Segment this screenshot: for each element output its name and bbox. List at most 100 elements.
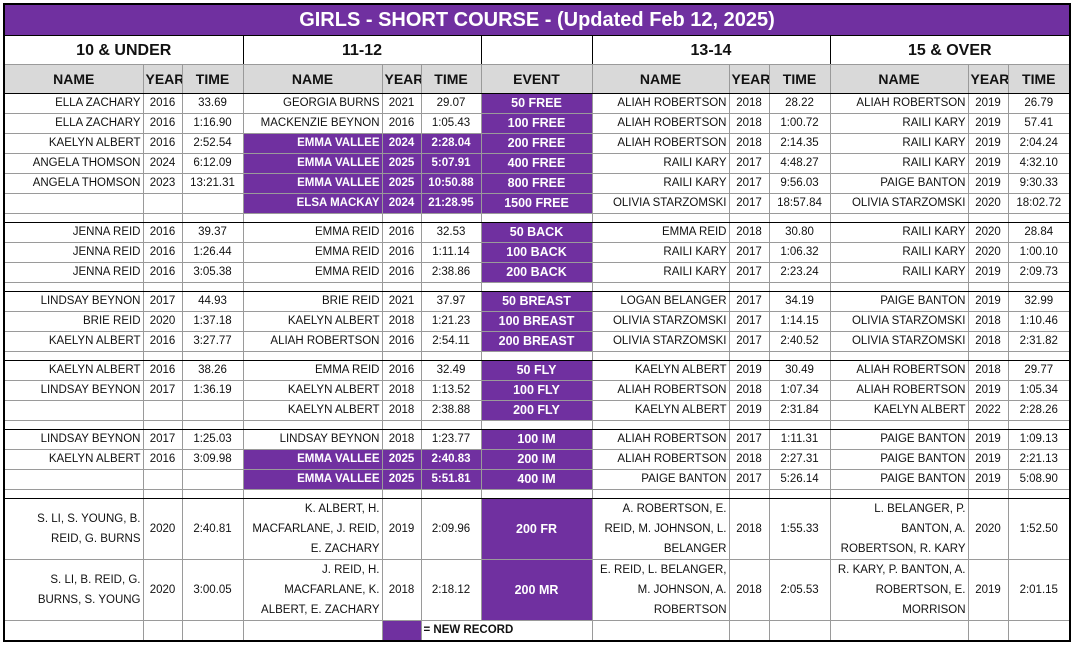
swimmer-name: KAELYN ALBERT bbox=[242, 311, 383, 332]
separator-row bbox=[3, 351, 1071, 361]
event-cell: 1500 FREE bbox=[480, 193, 593, 214]
record-year: 2021 bbox=[381, 93, 422, 114]
record-year: 2016 bbox=[142, 242, 183, 263]
swimmer-name: OLIVIA STARZOMSKI bbox=[829, 331, 969, 352]
record-time: 1:23.77 bbox=[420, 429, 482, 450]
record-time: 9:56.03 bbox=[768, 173, 831, 194]
swimmer-name: J. REID, H. MACFARLANE, K. ALBERT, E. ZA… bbox=[242, 559, 383, 621]
record-year: 2018 bbox=[381, 400, 422, 421]
separator-cell bbox=[829, 351, 969, 361]
record-time: 29.77 bbox=[1007, 360, 1071, 381]
swimmer-name: EMMA REID bbox=[242, 222, 383, 243]
separator-cell bbox=[591, 282, 730, 292]
swimmer-name: RAILI KARY bbox=[829, 113, 969, 134]
swimmer-name: KAELYN ALBERT bbox=[242, 380, 383, 401]
record-year: 2018 bbox=[967, 360, 1009, 381]
record-year: 2019 bbox=[967, 113, 1009, 134]
separator-cell bbox=[829, 420, 969, 430]
separator-cell bbox=[381, 282, 422, 292]
swimmer-name: K. ALBERT, H. MACFARLANE, J. REID, E. ZA… bbox=[242, 498, 383, 560]
record-time: 2:38.88 bbox=[420, 400, 482, 421]
swimmer-name: RAILI KARY bbox=[591, 173, 730, 194]
swimmer-name: KAELYN ALBERT bbox=[3, 449, 144, 470]
record-year: 2016 bbox=[381, 360, 422, 381]
record-time: 5:07.91 bbox=[420, 153, 482, 174]
swimmer-name: LINDSAY BEYNON bbox=[3, 291, 144, 312]
swimmer-name: ALIAH ROBERTSON bbox=[591, 93, 730, 114]
name-header: NAME bbox=[829, 64, 969, 94]
record-year: 2025 bbox=[381, 469, 422, 490]
record-time: 34.19 bbox=[768, 291, 831, 312]
legend-blank bbox=[591, 620, 730, 642]
year-header: YEAR bbox=[728, 64, 770, 94]
swimmer-name: PAIGE BANTON bbox=[829, 291, 969, 312]
swimmer-name: EMMA REID bbox=[242, 360, 383, 381]
separator-cell bbox=[142, 489, 183, 499]
table-row: KAELYN ALBERT 2016 3:27.77 ALIAH ROBERTSON 2… bbox=[3, 331, 1071, 352]
event-cell: 100 IM bbox=[480, 429, 593, 450]
separator-cell bbox=[242, 282, 383, 292]
record-year: 2016 bbox=[142, 449, 183, 470]
record-year: 2020 bbox=[142, 559, 183, 621]
separator-cell bbox=[728, 282, 770, 292]
separator-row bbox=[3, 489, 1071, 499]
event-cell: 100 FREE bbox=[480, 113, 593, 134]
event-cell: 200 FR bbox=[480, 498, 593, 560]
swimmer-name: PAIGE BANTON bbox=[829, 449, 969, 470]
record-time: 5:08.90 bbox=[1007, 469, 1071, 490]
group-event-blank bbox=[480, 35, 593, 65]
swimmer-name: OLIVIA STARZOMSKI bbox=[591, 193, 730, 214]
swimmer-name: MACKENZIE BEYNON bbox=[242, 113, 383, 134]
swimmer-name: EMMA VALLEE bbox=[242, 133, 383, 154]
record-time: 1:36.19 bbox=[181, 380, 244, 401]
swimmer-name: PAIGE BANTON bbox=[829, 469, 969, 490]
swimmer-name: S. LI, B. REID, G. BURNS, S. YOUNG bbox=[3, 559, 144, 621]
record-time: 1:09.13 bbox=[1007, 429, 1071, 450]
record-time: 29.07 bbox=[420, 93, 482, 114]
record-year: 2022 bbox=[967, 400, 1009, 421]
record-year: 2019 bbox=[381, 498, 422, 560]
table-row: LINDSAY BEYNON 2017 44.93 BRIE REID 2021 37.9… bbox=[3, 291, 1071, 312]
record-time: 2:40.81 bbox=[181, 498, 244, 560]
record-year: 2018 bbox=[967, 331, 1009, 352]
record-time: 1:06.32 bbox=[768, 242, 831, 263]
separator-cell bbox=[381, 351, 422, 361]
table-row: ELLA ZACHARY 2016 1:16.90 MACKENZIE BEYNON 2… bbox=[3, 113, 1071, 134]
record-year: 2017 bbox=[728, 262, 770, 283]
record-time: 1:10.46 bbox=[1007, 311, 1071, 332]
record-year: 2018 bbox=[728, 380, 770, 401]
swimmer-name bbox=[3, 469, 144, 490]
record-year bbox=[142, 400, 183, 421]
record-time: 28.22 bbox=[768, 93, 831, 114]
record-time: 1:25.03 bbox=[181, 429, 244, 450]
record-time: 32.53 bbox=[420, 222, 482, 243]
separator-cell bbox=[3, 420, 144, 430]
record-year: 2018 bbox=[381, 380, 422, 401]
record-time: 1:11.31 bbox=[768, 429, 831, 450]
record-time: 2:04.24 bbox=[1007, 133, 1071, 154]
swimmer-name: KAELYN ALBERT bbox=[829, 400, 969, 421]
separator-cell bbox=[967, 420, 1009, 430]
swimmer-name: BRIE REID bbox=[242, 291, 383, 312]
record-time: 2:21.13 bbox=[1007, 449, 1071, 470]
record-year: 2020 bbox=[967, 193, 1009, 214]
record-year: 2016 bbox=[142, 360, 183, 381]
record-time: 1:26.44 bbox=[181, 242, 244, 263]
separator-cell bbox=[242, 489, 383, 499]
swimmer-name: ALIAH ROBERTSON bbox=[829, 360, 969, 381]
record-time: 2:38.86 bbox=[420, 262, 482, 283]
separator-cell bbox=[480, 282, 593, 292]
separator-cell bbox=[1007, 282, 1071, 292]
separator-cell bbox=[967, 351, 1009, 361]
record-time: 1:05.43 bbox=[420, 113, 482, 134]
record-year: 2016 bbox=[381, 262, 422, 283]
swimmer-name: S. LI, S. YOUNG, B. REID, G. BURNS bbox=[3, 498, 144, 560]
event-cell: 50 FREE bbox=[480, 93, 593, 114]
record-time: 1:11.14 bbox=[420, 242, 482, 263]
separator-cell bbox=[829, 213, 969, 223]
separator-cell bbox=[480, 420, 593, 430]
swimmer-name: ALIAH ROBERTSON bbox=[591, 449, 730, 470]
swimmer-name: OLIVIA STARZOMSKI bbox=[591, 311, 730, 332]
record-year: 2024 bbox=[381, 133, 422, 154]
table-row: KAELYN ALBERT 2016 38.26 EMMA REID 2016 32.49… bbox=[3, 360, 1071, 381]
